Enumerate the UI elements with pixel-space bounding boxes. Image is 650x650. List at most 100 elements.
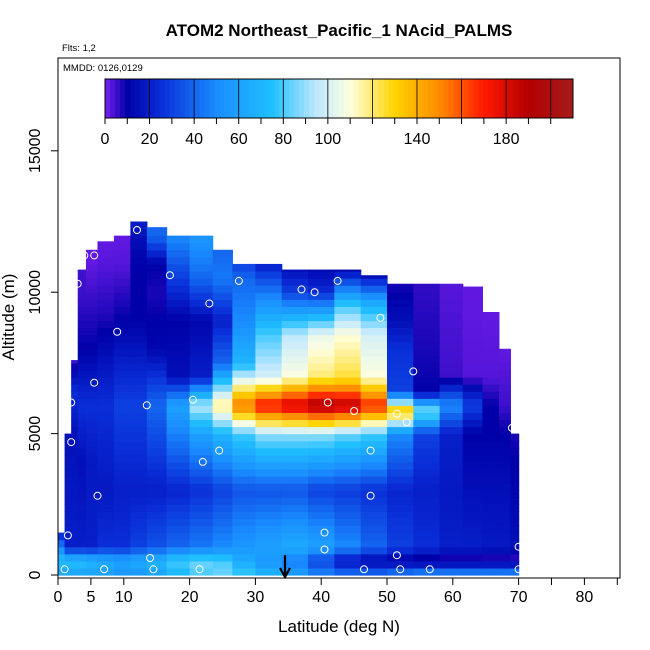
heatmap-cell xyxy=(130,539,148,548)
colorbar-segment xyxy=(249,79,255,118)
heatmap-cell xyxy=(64,483,72,491)
heatmap-cell xyxy=(462,391,484,399)
heatmap-cell xyxy=(232,278,256,286)
heatmap-cell xyxy=(387,433,414,442)
colorbar-segment xyxy=(488,79,494,118)
heatmap-cell xyxy=(130,532,148,541)
heatmap-cell xyxy=(113,440,131,449)
heatmap-cell xyxy=(113,504,131,512)
sample-point xyxy=(90,378,99,387)
heatmap-cell xyxy=(166,419,191,428)
heatmap-cell xyxy=(510,461,520,470)
colorbar-segment xyxy=(528,79,534,118)
sample-point xyxy=(392,409,401,418)
heatmap-cell xyxy=(387,504,414,512)
heatmap-cell xyxy=(232,504,256,512)
heatmap-cell xyxy=(255,532,283,541)
heatmap-cell xyxy=(146,278,168,286)
sample-point xyxy=(113,327,122,336)
heatmap-cell xyxy=(439,391,464,399)
heatmap-cell xyxy=(85,384,99,392)
heatmap-cell xyxy=(113,235,131,244)
heatmap-cell xyxy=(97,405,115,413)
colorbar-segment xyxy=(169,79,176,118)
colorbar-segment xyxy=(274,79,280,118)
heatmap-cell xyxy=(232,299,256,307)
heatmap-cell xyxy=(360,369,388,378)
heatmap-cell xyxy=(77,525,87,534)
heatmap-cell xyxy=(97,320,115,329)
colorbar-segment xyxy=(558,79,564,118)
heatmap-cell xyxy=(308,426,335,435)
heatmap-cell xyxy=(166,355,191,364)
heatmap-cell xyxy=(387,391,414,399)
x-axis: 0 5 10 20 30 40 50 60 70 80 xyxy=(54,578,618,606)
heatmap-cell xyxy=(189,490,214,498)
heatmap-cell xyxy=(212,546,233,555)
heatmap-cell xyxy=(212,320,233,329)
sample-point xyxy=(80,251,89,260)
sample-point xyxy=(376,313,385,322)
heatmap-cell xyxy=(71,532,79,541)
sample-point xyxy=(366,491,375,500)
heatmap-cell xyxy=(64,490,72,498)
heatmap-cell xyxy=(146,227,168,230)
heatmap-cell xyxy=(462,560,484,569)
heatmap-cell xyxy=(212,433,233,442)
heatmap-cell xyxy=(113,391,131,399)
heatmap-cell xyxy=(255,454,283,463)
heatmap-cell xyxy=(360,426,388,435)
heatmap-cell xyxy=(77,405,87,413)
heatmap-cell xyxy=(85,419,99,428)
colorbar-segment xyxy=(204,79,211,118)
heatmap-cell xyxy=(113,299,131,307)
heatmap-cell xyxy=(113,419,131,428)
heatmap-cell xyxy=(97,440,115,449)
sample-point xyxy=(90,251,99,260)
colorbar-segment xyxy=(438,79,445,118)
heatmap-cell xyxy=(166,433,191,442)
colorbar-segment xyxy=(114,79,121,118)
heatmap-cell xyxy=(387,285,414,293)
heatmap-cell xyxy=(71,476,79,484)
heatmap-cell xyxy=(255,419,283,428)
heatmap-cell xyxy=(498,369,511,378)
heatmap-cell xyxy=(334,426,362,435)
heatmap-cell xyxy=(166,278,191,286)
heatmap-cell xyxy=(212,567,233,576)
heatmap-cell xyxy=(462,377,484,385)
heatmap-cell xyxy=(146,320,168,329)
heatmap-cell xyxy=(360,391,388,399)
heatmap-cell xyxy=(77,440,87,449)
heatmap-cell xyxy=(113,270,131,279)
heatmap-cell xyxy=(64,518,72,527)
heatmap-cell xyxy=(334,320,362,329)
heatmap-cell xyxy=(113,348,131,357)
sample-point xyxy=(425,565,434,574)
colorbar-segment xyxy=(309,79,315,118)
heatmap-cell xyxy=(166,405,191,413)
heatmap-cell xyxy=(189,419,214,428)
heatmap-cell xyxy=(360,433,388,442)
heatmap-cell xyxy=(77,313,87,322)
heatmap-cell xyxy=(166,327,191,336)
sample-point xyxy=(142,401,151,410)
heatmap-cell xyxy=(334,362,362,371)
heatmap-cell xyxy=(212,377,233,385)
heatmap-cell xyxy=(360,567,388,576)
heatmap-cell xyxy=(130,221,148,230)
heatmap-cell xyxy=(130,511,148,520)
heatmap-cell xyxy=(212,270,233,279)
heatmap-cell xyxy=(130,292,148,300)
x-tick-label: 30 xyxy=(247,589,265,606)
heatmap-cell xyxy=(308,412,335,421)
heatmap-cell xyxy=(97,241,115,244)
heatmap-cell xyxy=(498,532,511,541)
heatmap-cell xyxy=(498,560,511,569)
heatmap-cell xyxy=(189,292,214,300)
heatmap-cell xyxy=(413,341,441,350)
colorbar-segment xyxy=(139,79,146,118)
heatmap-cell xyxy=(413,546,441,555)
heatmap-cell xyxy=(130,433,148,442)
heatmap-cell xyxy=(462,384,484,392)
